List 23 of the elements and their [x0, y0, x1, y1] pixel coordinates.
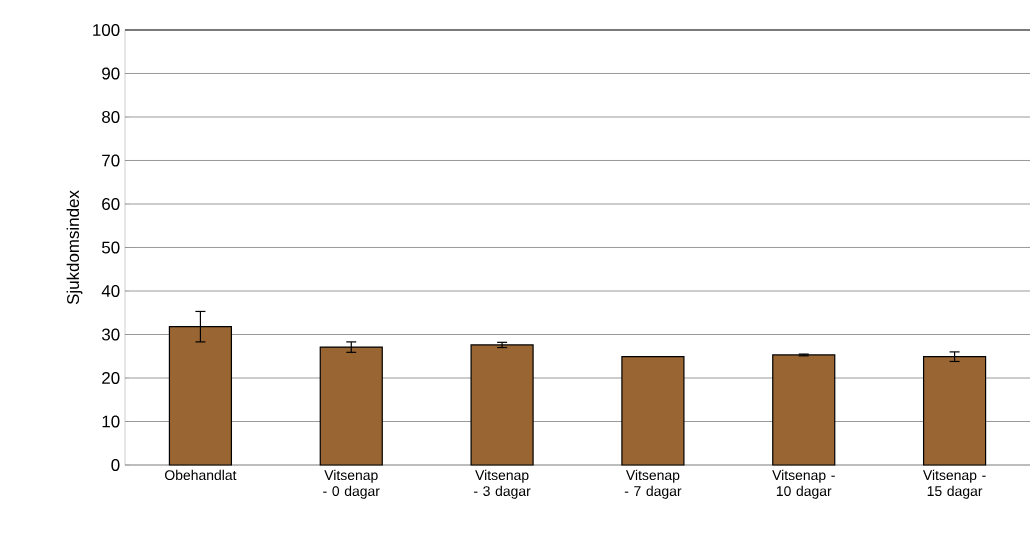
y-tick-label: 0 [111, 459, 120, 471]
x-tick-label: Vitsenap - 3 dagar [474, 469, 531, 499]
y-tick-label: 10 [102, 415, 120, 428]
y-tick-label: 20 [102, 372, 120, 384]
y-axis-title: Sjukdomsindex [66, 190, 83, 305]
x-tick-label: Vitsenap - 15 dagar [922, 469, 986, 499]
y-tick-label: 80 [102, 111, 120, 123]
bar [772, 354, 836, 466]
x-tick-label: Vitsenap - 10 dagar [772, 469, 835, 499]
y-tick-label: 90 [102, 67, 120, 80]
x-tick-label: Obehandlat [165, 469, 237, 481]
y-tick-label: 100 [93, 24, 120, 36]
x-tick-label: Vitsenap - 0 dagar [323, 469, 380, 499]
bar [319, 346, 383, 466]
bar [621, 356, 685, 466]
y-tick-label: 60 [102, 198, 120, 210]
x-tick-label: Vitsenap - 7 dagar [624, 469, 682, 499]
y-tick-label: 30 [101, 328, 120, 341]
bar [470, 344, 534, 466]
bar [922, 356, 987, 466]
y-tick-label: 70 [102, 154, 120, 167]
y-tick-label: 50 [101, 241, 120, 254]
y-tick-label: 40 [101, 285, 120, 297]
